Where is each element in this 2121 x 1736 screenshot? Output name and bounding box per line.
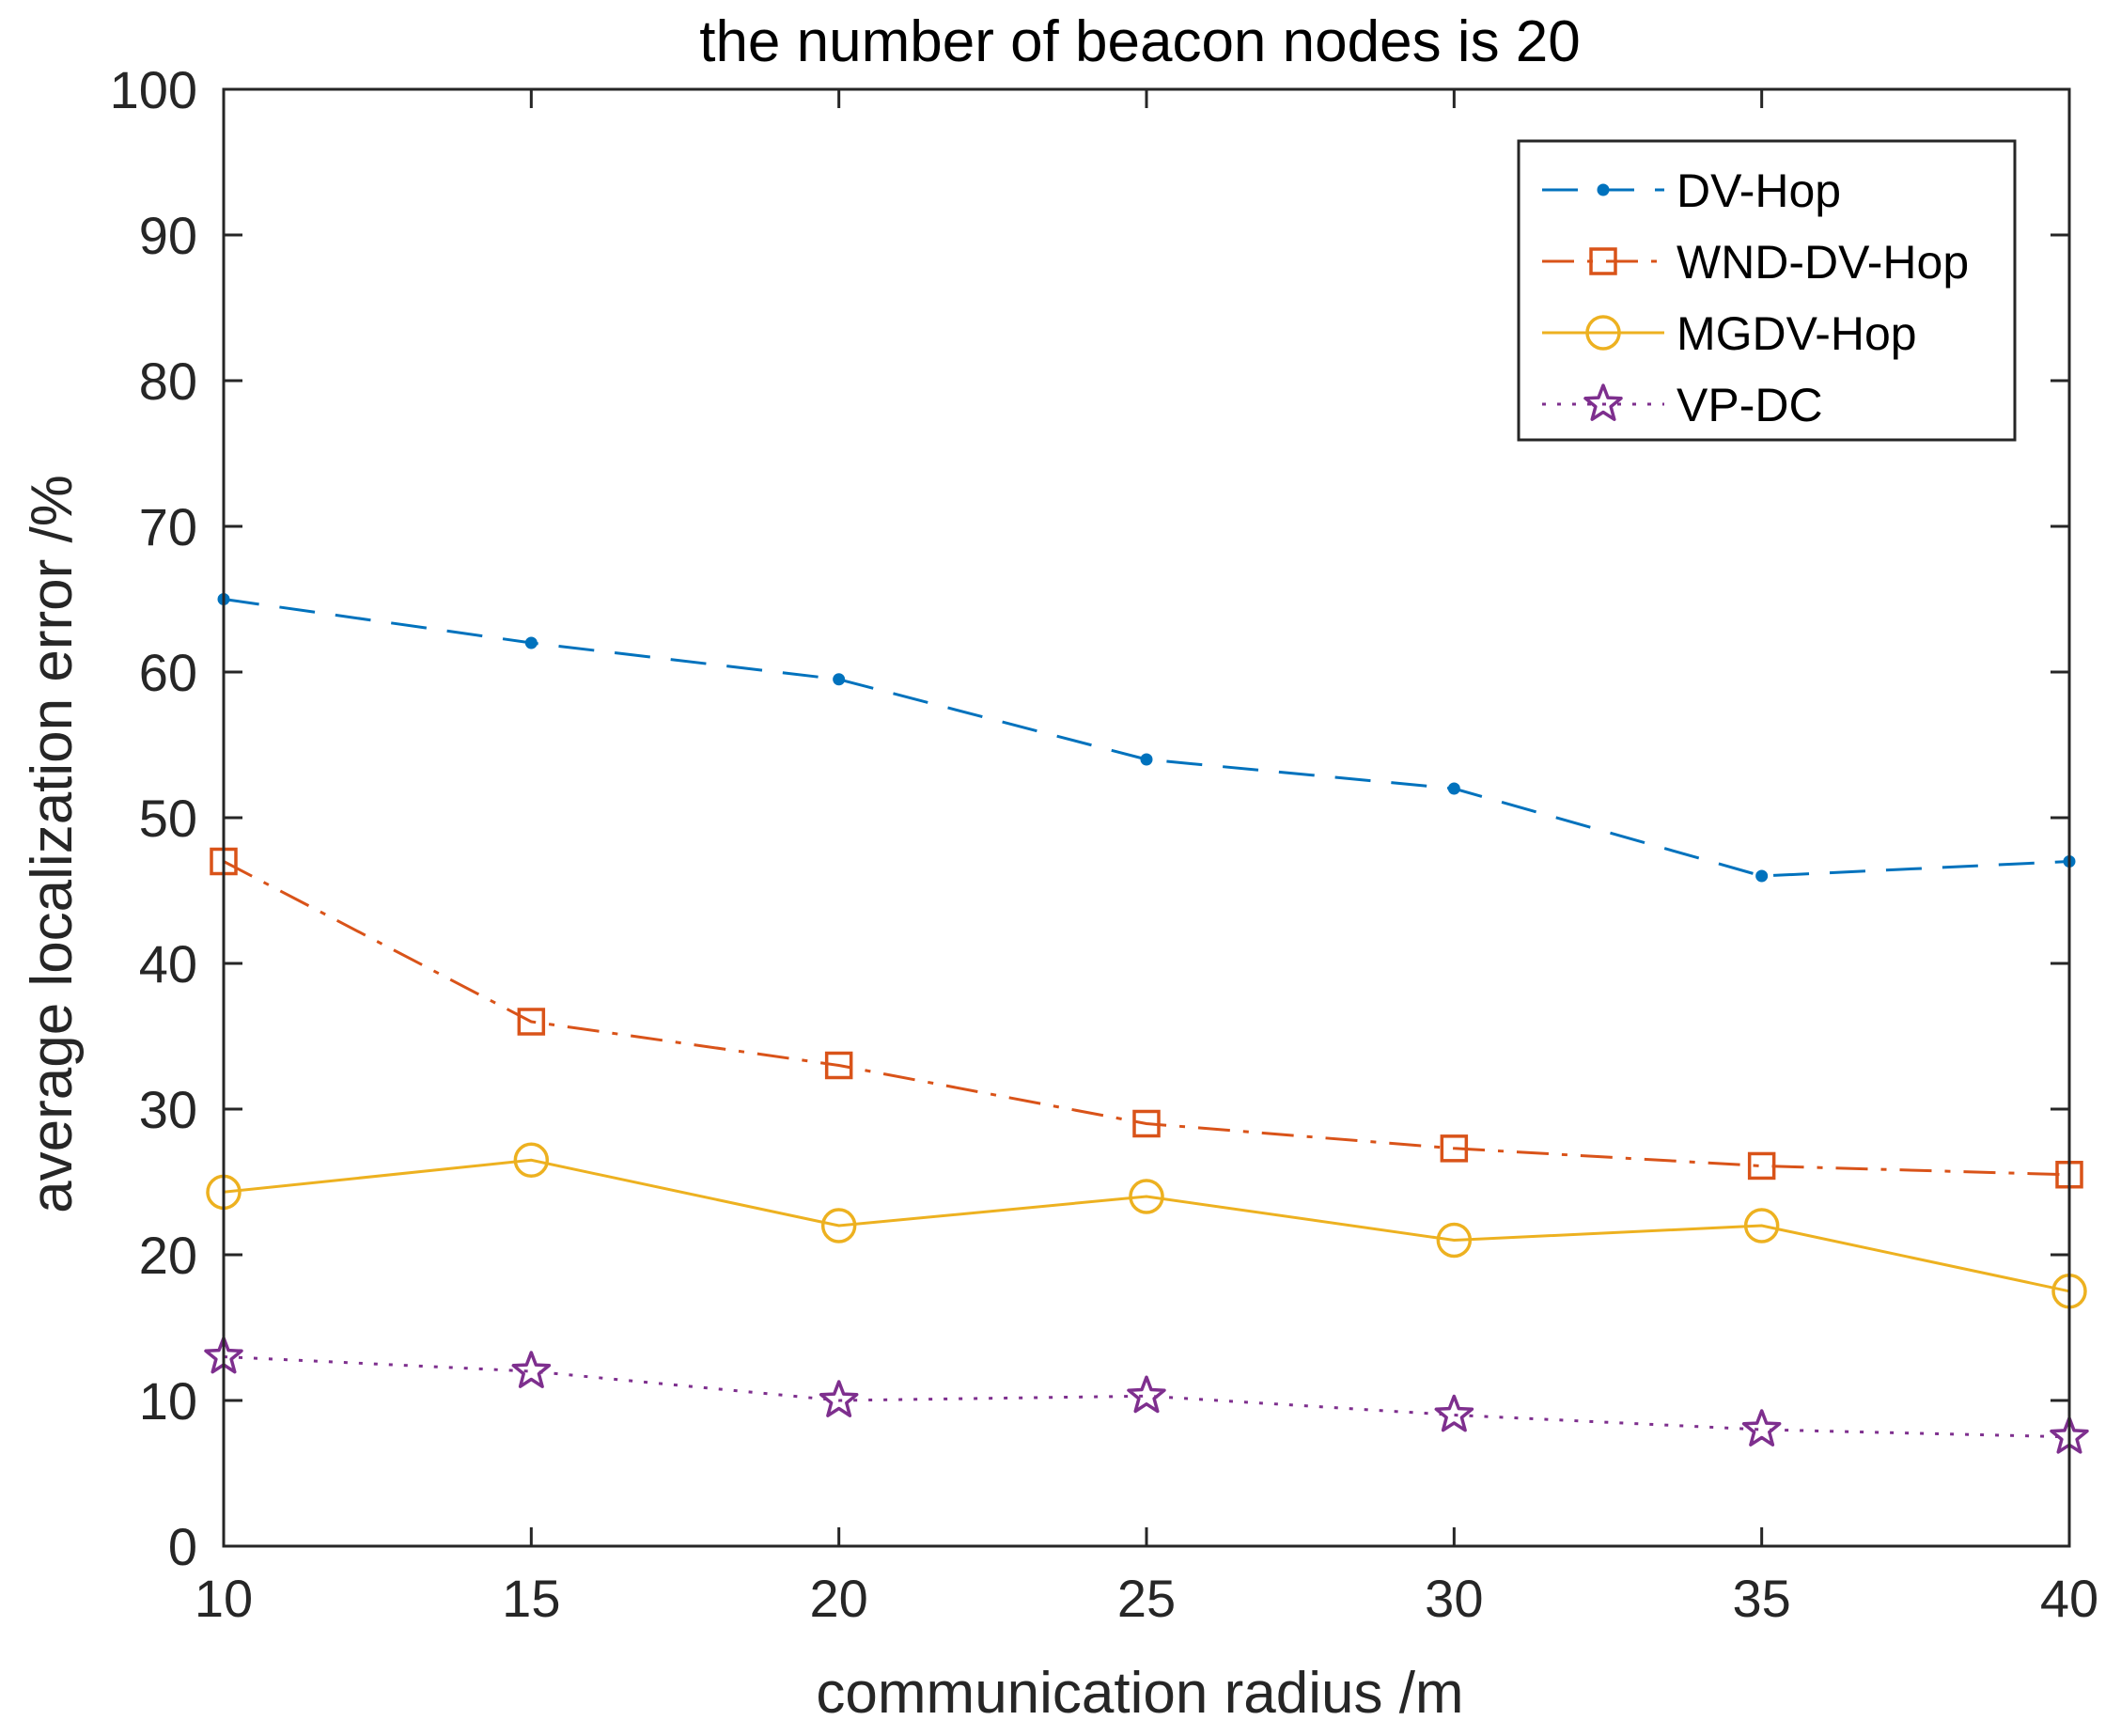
data-point-vp-dc	[511, 1351, 552, 1388]
y-tick-label: 60	[139, 643, 197, 702]
y-axis-title: average localization error /%	[20, 475, 85, 1213]
x-tick-label: 15	[502, 1569, 560, 1628]
legend-marker-mgdv-hop	[1585, 315, 1621, 351]
plot-series	[204, 593, 2089, 1454]
data-point-mgdv-hop	[1129, 1179, 1164, 1214]
data-point-vp-dc	[1741, 1409, 1782, 1447]
series-line-mgdv-hop	[223, 1158, 2070, 1293]
x-tick-label: 40	[2040, 1569, 2098, 1628]
data-point-dv-hop	[1447, 782, 1460, 795]
legend-marker-wnd-dv-hop	[1589, 247, 1617, 275]
data-point-vp-dc	[1127, 1375, 1166, 1414]
data-point-wnd-dv-hop	[1747, 1151, 1776, 1181]
x-tick-label: 25	[1117, 1569, 1176, 1628]
series-line-wnd-dv-hop	[223, 860, 2070, 1177]
data-point-mgdv-hop	[513, 1142, 550, 1178]
legend-label-dv-hop: DV-Hop	[1677, 164, 1841, 217]
y-tick-label: 0	[168, 1517, 197, 1576]
data-point-vp-dc	[819, 1380, 859, 1417]
data-point-dv-hop	[524, 636, 538, 649]
data-point-mgdv-hop	[1436, 1222, 1473, 1259]
legend-marker-vp-dc	[1583, 383, 1623, 421]
y-tick-label: 40	[139, 934, 197, 993]
x-axis-title: communication radius /m	[816, 1661, 1463, 1726]
x-tick-label: 10	[195, 1569, 253, 1628]
x-tick-label: 30	[1425, 1569, 1483, 1628]
plot-area-frame	[222, 87, 2071, 1548]
x-tick-label: 20	[810, 1569, 868, 1628]
data-point-wnd-dv-hop	[517, 1008, 546, 1036]
y-tick-label: 100	[110, 60, 197, 119]
data-point-wnd-dv-hop	[824, 1051, 853, 1080]
legend: DV-Hop WND-DV-Hop MGDV-Hop VP-DC	[1517, 139, 2017, 442]
data-point-dv-hop	[833, 673, 846, 686]
data-point-dv-hop	[1755, 869, 1769, 883]
data-point-dv-hop	[1140, 753, 1153, 766]
data-point-vp-dc	[1434, 1394, 1474, 1432]
chart-title: the number of beacon nodes is 20	[699, 9, 1581, 74]
legend-label-wnd-dv-hop: WND-DV-Hop	[1677, 236, 1969, 289]
y-tick-label: 10	[139, 1371, 197, 1431]
data-point-mgdv-hop	[1743, 1208, 1780, 1243]
y-tick-label: 50	[139, 789, 197, 848]
data-point-mgdv-hop	[820, 1208, 857, 1243]
series-mgdv-hop	[206, 1142, 2087, 1309]
x-tick-label: 35	[1733, 1569, 1791, 1628]
data-point-wnd-dv-hop	[1440, 1134, 1469, 1163]
legend-label-mgdv-hop: MGDV-Hop	[1677, 307, 1917, 360]
y-tick-label: 80	[139, 352, 197, 411]
y-tick-label: 70	[139, 497, 197, 556]
legend-label-vp-dc: VP-DC	[1677, 379, 1823, 431]
y-tick-label: 30	[139, 1080, 197, 1139]
legend-marker-dv-hop	[1597, 183, 1610, 196]
y-tick-label: 20	[139, 1226, 197, 1285]
y-tick-label: 90	[139, 206, 197, 265]
data-point-wnd-dv-hop	[1132, 1109, 1161, 1138]
